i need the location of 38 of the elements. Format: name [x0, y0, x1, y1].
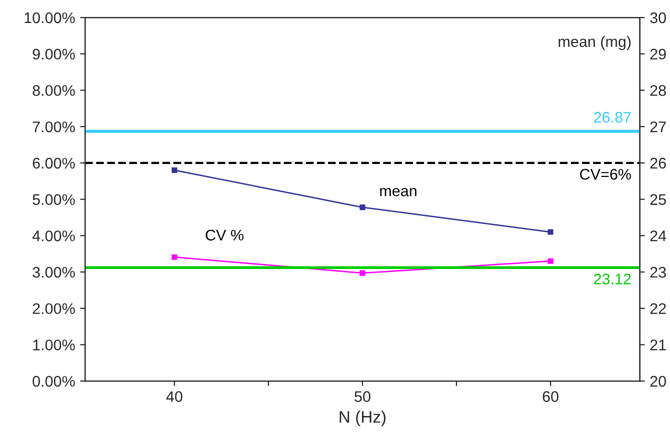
y2-tick-label: 27: [650, 121, 666, 132]
y-tick-label: 3.00%: [32, 266, 75, 278]
y2-tick-label: 22: [650, 303, 666, 314]
x-tick-label: 60: [542, 391, 558, 402]
series-label: CV %: [206, 230, 244, 241]
point: [360, 204, 366, 210]
x-tick-label: 50: [354, 391, 370, 402]
y2-tick-label: 30: [650, 12, 666, 24]
y2-tick-label: 25: [650, 194, 666, 205]
point: [360, 270, 366, 276]
y-tick-label: 8.00%: [32, 85, 75, 96]
y-tick-label: 5.00%: [32, 194, 75, 205]
y2-tick-label: 23: [650, 266, 666, 278]
ref-line-label: 26.87: [594, 112, 631, 123]
y-tick-label: 0.00%: [32, 376, 75, 387]
y2-tick-label: 29: [650, 48, 666, 60]
x-axis-title: N (Hz): [340, 410, 386, 426]
x-tick-label: 40: [166, 391, 182, 402]
point: [172, 254, 178, 260]
series-label: mean: [380, 188, 416, 196]
y-tick-label: 6.00%: [32, 158, 75, 169]
point: [172, 167, 178, 173]
y2-tick-label: 24: [650, 230, 666, 242]
y-tick-label: 2.00%: [32, 303, 75, 314]
y2-tick-label: 26: [650, 158, 666, 169]
y2-tick-label: 28: [650, 85, 666, 96]
ref-line-label: 23.12: [594, 274, 631, 284]
point: [548, 229, 554, 235]
y2-tick-label: 20: [650, 376, 666, 387]
y2-axis-title: mean (mg): [558, 36, 631, 50]
y-tick-label: 10.00%: [24, 12, 75, 24]
point: [548, 258, 554, 264]
y-tick-label: 1.00%: [33, 340, 75, 350]
y2-tick-label: 21: [650, 340, 666, 350]
y-tick-label: 9.00%: [32, 48, 75, 60]
y-tick-label: 4.00%: [32, 230, 75, 242]
ref-line-label: CV=6%: [580, 168, 631, 180]
y-tick-label: 7.00%: [32, 121, 75, 132]
